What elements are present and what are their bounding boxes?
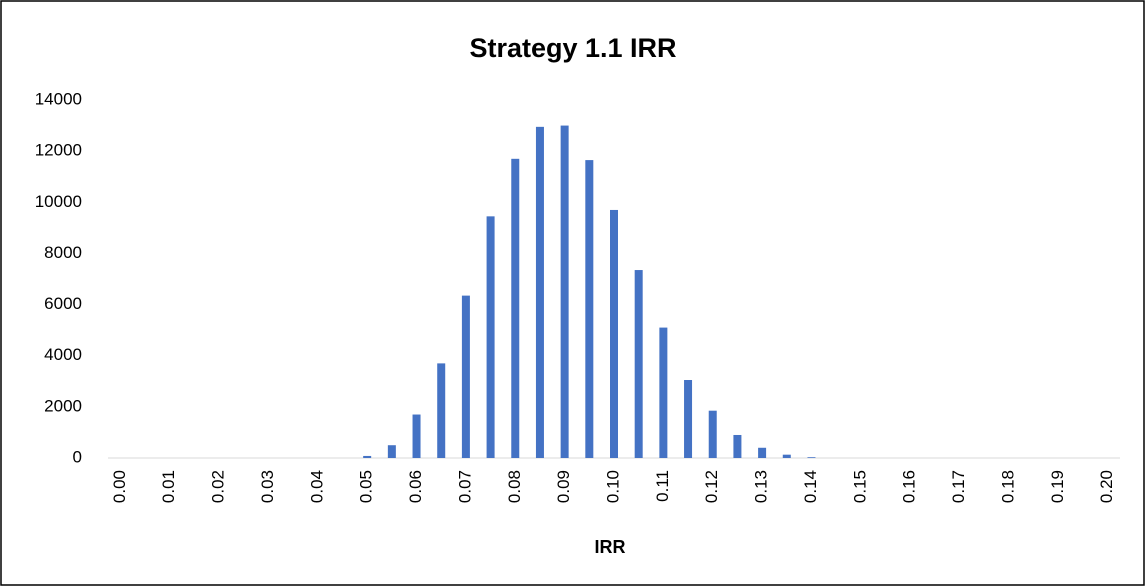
y-tick-label: 0 xyxy=(73,447,82,466)
x-tick-label: 0.20 xyxy=(1097,470,1116,503)
x-tick-label: 0.06 xyxy=(406,470,425,503)
bar xyxy=(733,434,742,458)
x-tick-label: 0.18 xyxy=(998,470,1017,503)
bar xyxy=(486,216,495,458)
x-tick-label: 0.05 xyxy=(357,470,376,503)
bar xyxy=(708,410,717,458)
x-tick-label: 0.19 xyxy=(1048,470,1067,503)
bar xyxy=(782,454,791,458)
x-tick-label: 0.09 xyxy=(554,470,573,503)
x-tick-label: 0.04 xyxy=(307,470,326,503)
bar xyxy=(659,327,668,458)
bar xyxy=(684,380,693,458)
y-tick-label: 6000 xyxy=(44,294,82,313)
y-tick-label: 12000 xyxy=(35,141,82,160)
x-tick-label: 0.17 xyxy=(949,470,968,503)
x-tick-label: 0.11 xyxy=(653,470,672,502)
bar xyxy=(437,363,446,458)
bar xyxy=(610,209,618,458)
x-tick-label: 0.01 xyxy=(159,470,178,503)
x-tick-label: 0.16 xyxy=(900,470,919,503)
x-tick-label: 0.13 xyxy=(752,470,771,503)
bar xyxy=(387,445,396,458)
bar xyxy=(560,125,569,459)
x-tick-label: 0.02 xyxy=(209,470,228,503)
bar xyxy=(585,160,594,459)
x-tick-label: 0.12 xyxy=(702,470,721,503)
y-tick-label: 2000 xyxy=(44,396,82,415)
x-tick-label: 0.00 xyxy=(110,470,129,503)
bar xyxy=(511,158,520,459)
x-tick-label: 0.08 xyxy=(505,470,524,503)
y-tick-label: 10000 xyxy=(35,192,82,211)
x-tick-label: 0.14 xyxy=(801,470,820,503)
bar xyxy=(634,270,643,458)
bar xyxy=(461,295,470,458)
chart-title: Strategy 1.1 IRR xyxy=(469,33,676,63)
x-tick-label: 0.10 xyxy=(603,470,622,503)
y-tick-label: 4000 xyxy=(44,345,82,364)
bar xyxy=(535,126,544,458)
y-tick-label: 14000 xyxy=(35,89,82,108)
y-tick-label: 8000 xyxy=(44,243,82,262)
x-tick-label: 0.15 xyxy=(850,470,869,503)
x-tick-label: 0.07 xyxy=(455,470,474,503)
bar xyxy=(363,455,372,458)
bar xyxy=(807,457,816,458)
x-axis-title: IRR xyxy=(595,537,626,557)
x-tick-label: 0.03 xyxy=(258,470,277,503)
bar xyxy=(412,414,421,458)
bar xyxy=(758,447,767,458)
